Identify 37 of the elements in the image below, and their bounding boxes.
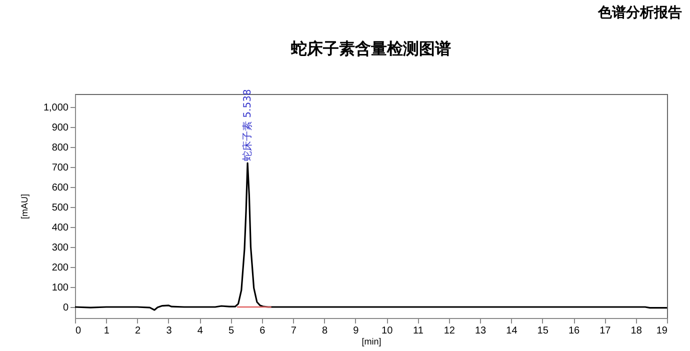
x-tick-label: 2 (135, 326, 142, 336)
y-axis-title: [mAU] (19, 194, 30, 220)
y-tick-label: 700 (52, 162, 69, 174)
chart-title: 蛇床子素含量检测图谱 (290, 39, 451, 58)
x-tick-label: 10 (382, 326, 394, 336)
x-tick-label: 8 (322, 326, 328, 336)
y-tick-label: 800 (52, 142, 69, 154)
x-tick-label: 11 (413, 326, 424, 336)
y-tick-label: 0 (62, 302, 69, 314)
y-tick-label: 200 (52, 262, 69, 274)
x-tick-label: 7 (290, 326, 297, 336)
y-tick-label: 600 (52, 182, 69, 194)
x-tick-label: 5 (228, 326, 235, 336)
y-tick-label: 300 (52, 242, 69, 254)
annotation: 蛇床子素 5.538 (242, 89, 254, 161)
y-tick-label: 400 (52, 222, 69, 234)
y-tick-label: 100 (52, 282, 69, 294)
x-tick-label: 19 (656, 326, 668, 336)
x-axis-title: [min] (362, 336, 382, 346)
x-tick-label: 9 (353, 326, 360, 336)
x-tick-label: 13 (474, 326, 487, 336)
x-tick-label: 4 (197, 326, 204, 336)
x-tick-label: 3 (166, 326, 172, 336)
line-series (75, 162, 667, 311)
x-tick-label: 0 (76, 326, 82, 336)
x-tick-label: 12 (444, 326, 456, 336)
y-tick-label: 500 (52, 202, 69, 214)
x-tick-label: 1 (104, 326, 110, 336)
x-tick-label: 6 (260, 326, 266, 336)
y-tick-label: 900 (52, 122, 69, 134)
x-tick-label: 17 (600, 326, 612, 336)
x-tick-label: 16 (568, 326, 580, 336)
x-tick-label: 18 (630, 326, 642, 336)
x-tick-label: 15 (537, 326, 549, 336)
text: 色谱分析报告 (598, 4, 682, 22)
x-tick-label: 14 (506, 326, 518, 336)
y-tick-label: 1,000 (43, 102, 69, 114)
